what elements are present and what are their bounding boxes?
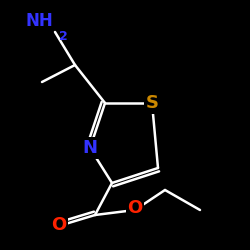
Text: O: O <box>128 199 142 217</box>
Text: O: O <box>52 216 66 234</box>
Text: NH: NH <box>25 12 53 30</box>
Text: 2: 2 <box>58 30 68 44</box>
Text: S: S <box>146 94 158 112</box>
Text: N: N <box>82 139 98 157</box>
